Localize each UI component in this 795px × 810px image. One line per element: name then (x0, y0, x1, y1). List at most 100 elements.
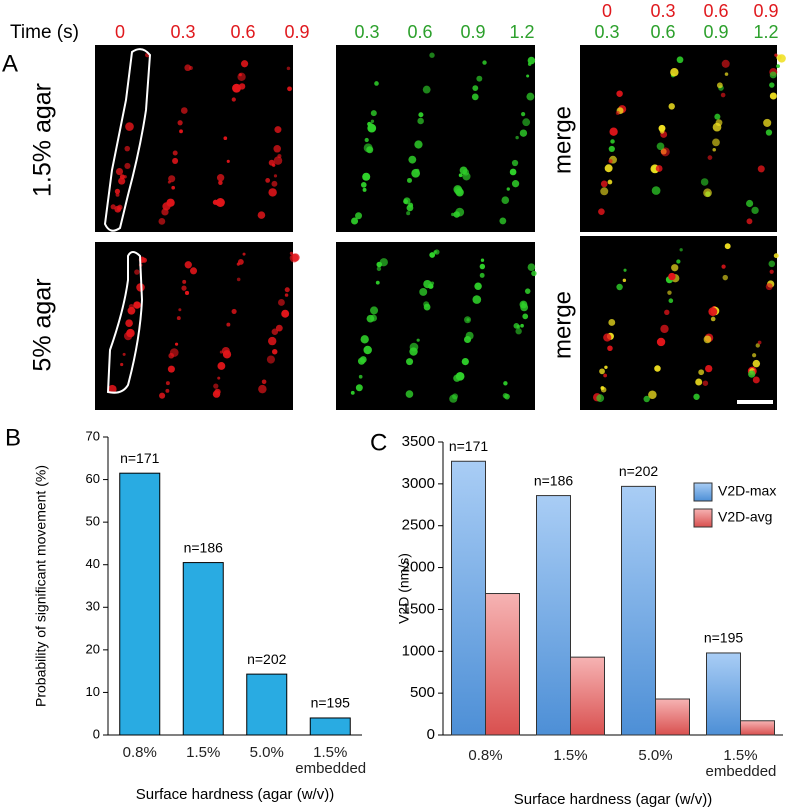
bar (451, 460, 486, 736)
fluorescent-spot (124, 162, 131, 170)
fluorescent-spot (482, 60, 487, 65)
y-tick-label: 50 (86, 514, 100, 529)
fluorescent-spot (603, 373, 608, 378)
fluorescent-spot (668, 298, 674, 304)
fluorescent-spot (417, 117, 424, 125)
fluorescent-spot (453, 374, 461, 382)
fluorescent-spot (769, 269, 774, 274)
fluorescent-spot (118, 177, 126, 185)
time-label-green: 0.3 (354, 22, 379, 42)
fluorescent-spot (405, 390, 414, 398)
fluorescent-spot (366, 146, 374, 154)
fluorescent-spot (502, 393, 508, 399)
y-tick-label: 1500 (402, 600, 435, 617)
bar (655, 698, 690, 736)
legend-swatch (693, 482, 713, 502)
fluorescent-spot (658, 124, 666, 132)
fluorescent-spot (429, 52, 435, 58)
fluorescent-spot (600, 187, 609, 196)
fluorescent-spot (286, 66, 291, 71)
fluorescent-spot (668, 272, 676, 281)
y-tick-label: 30 (86, 599, 100, 614)
fluorescent-spot (258, 384, 267, 394)
fluorescent-spot (134, 269, 140, 275)
sample-size: n=171 (449, 438, 489, 454)
fluorescent-spot (715, 119, 723, 127)
fluorescent-spot (165, 388, 170, 393)
time-label-red: 0 (115, 22, 125, 42)
fluorescent-spot (452, 393, 459, 400)
fluorescent-spot (506, 187, 510, 191)
x-tick-label: 5.0% (638, 747, 673, 764)
fluorescent-spot (289, 251, 294, 255)
fluorescent-spot (422, 85, 431, 94)
fluorescent-spot (521, 112, 526, 117)
time-label: Time (s) (10, 22, 79, 43)
fluorescent-spot (476, 75, 483, 82)
fluorescent-spot (655, 165, 663, 172)
fluorescent-spot (776, 64, 780, 69)
fluorescent-spot (178, 308, 182, 312)
fluorescent-spot (599, 368, 605, 375)
fluorescent-spot (416, 338, 420, 342)
fluorescent-spot (511, 159, 519, 167)
fluorescent-spot (458, 173, 463, 178)
fluorescent-spot (769, 71, 777, 79)
fluorescent-spot (616, 90, 623, 97)
fluorescent-spot (123, 175, 127, 179)
fluorescent-spot (218, 180, 223, 185)
fluorescent-spot (231, 308, 237, 314)
fluorescent-spot (133, 301, 141, 309)
fluorescent-spot (419, 288, 428, 296)
bar (182, 562, 224, 736)
fluorescent-spot (370, 306, 379, 315)
bar (485, 593, 520, 736)
fluorescent-spot (757, 340, 762, 345)
time-label-green: 0.9 (703, 22, 728, 42)
fluorescent-spot (622, 278, 627, 283)
fluorescent-spot (429, 252, 436, 258)
fluorescent-spot (182, 279, 187, 284)
fluorescent-spot (273, 174, 278, 178)
fluorescent-spot (608, 319, 616, 326)
fluorescent-spot (531, 270, 537, 277)
fluorescent-spot (724, 243, 731, 250)
fluorescent-spot (360, 335, 369, 344)
x-tick-label: 1.5% (553, 747, 588, 764)
fluorescent-spot (763, 118, 772, 127)
fluorescent-spot (284, 287, 290, 293)
fluorescent-spot (670, 68, 679, 77)
fluorescent-spot (406, 177, 412, 183)
fluorescent-spot (472, 85, 479, 92)
fluorescent-spot (501, 196, 510, 205)
fluorescent-spot (161, 208, 169, 216)
fluorescent-spot (184, 290, 190, 296)
fluorescent-spot (277, 153, 282, 159)
fluorescent-spot (656, 337, 666, 347)
fluorescent-spot (769, 92, 777, 100)
fluorescent-spot (287, 86, 292, 92)
fluorescent-spot (526, 92, 535, 101)
fluorescent-spot (374, 81, 379, 86)
y-tick-label: 0 (427, 726, 435, 743)
fluorescent-spot (217, 362, 226, 370)
row-label: 1.5% agar (29, 83, 57, 197)
x-tick-label: 0.8% (122, 744, 157, 761)
fluorescent-spot (176, 316, 181, 321)
x-axis-label: Surface hardness (agar (w/v)) (514, 791, 712, 808)
bar (309, 717, 351, 736)
merge-label: merge (549, 291, 576, 359)
bar (570, 656, 605, 736)
fluorescent-spot (511, 180, 520, 188)
fluorescent-spot (125, 319, 133, 328)
fluorescent-spot (609, 127, 618, 136)
fluorescent-spot (231, 97, 236, 102)
fluorescent-spot (120, 362, 124, 367)
fluorescent-spot (214, 388, 221, 396)
fluorescent-spot (273, 145, 281, 153)
bar (119, 472, 161, 736)
fluorescent-spot (712, 148, 716, 152)
fluorescent-spot (623, 268, 627, 272)
fluorescent-spot (362, 187, 367, 192)
fluorescent-spot (724, 72, 729, 76)
